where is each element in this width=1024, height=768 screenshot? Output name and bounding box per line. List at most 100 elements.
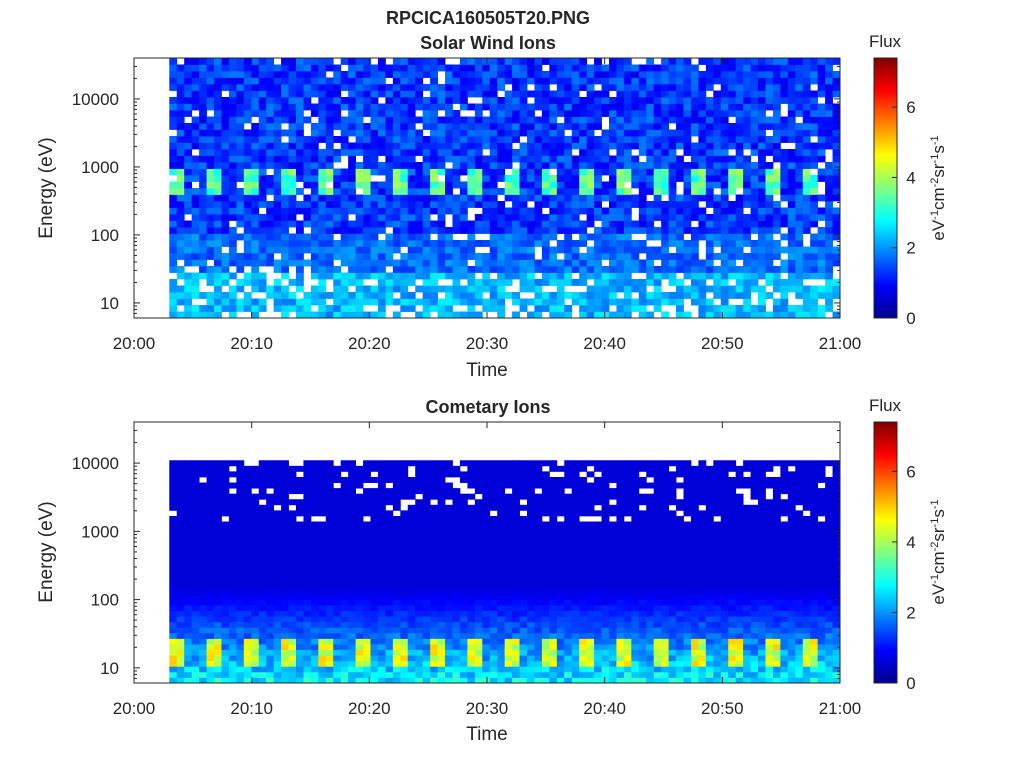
heatmap-cell	[728, 97, 737, 104]
heatmap-cell	[705, 259, 714, 267]
heatmap-cell	[683, 149, 692, 156]
heatmap-cell	[363, 527, 371, 534]
heatmap-cell	[206, 560, 215, 567]
heatmap-cell	[355, 549, 364, 556]
heatmap-cell	[228, 660, 237, 667]
heatmap-cell	[474, 103, 483, 111]
heatmap-cell	[199, 240, 207, 247]
heatmap-cell	[638, 246, 647, 254]
heatmap-cell	[363, 272, 371, 280]
heatmap-cell	[825, 285, 833, 293]
heatmap-cell	[206, 677, 215, 684]
heatmap-cell	[363, 488, 371, 495]
heatmap-cell	[571, 246, 580, 254]
heatmap-cell	[422, 136, 431, 143]
heatmap-cell	[422, 194, 431, 202]
heatmap-cell	[176, 610, 185, 617]
heatmap-cell	[787, 103, 796, 111]
heatmap-cell	[690, 90, 699, 98]
heatmap-cell	[295, 571, 304, 578]
heatmap-cell	[594, 142, 602, 150]
heatmap-cell	[273, 476, 282, 483]
heatmap-cell	[258, 240, 267, 247]
heatmap-cell	[333, 90, 342, 98]
heatmap-cell	[310, 616, 319, 623]
heatmap-cell	[392, 616, 401, 623]
heatmap-cell	[810, 285, 819, 293]
heatmap-cell	[370, 181, 379, 189]
heatmap-cell	[206, 549, 215, 556]
heatmap-cell	[750, 188, 759, 195]
heatmap-cell	[586, 155, 595, 163]
heatmap-cell	[333, 298, 342, 306]
heatmap-cell	[377, 644, 386, 650]
heatmap-cell	[683, 123, 692, 130]
heatmap-cell	[579, 162, 588, 169]
heatmap-cell	[787, 162, 796, 169]
heatmap-cell	[527, 71, 535, 78]
heatmap-cell	[720, 71, 729, 78]
heatmap-cell	[616, 233, 625, 241]
heatmap-cell	[273, 246, 282, 254]
heatmap-cell	[474, 488, 483, 495]
heatmap-cell	[564, 207, 573, 215]
heatmap-cell	[243, 220, 252, 228]
heatmap-cell	[310, 554, 319, 561]
heatmap-cell	[228, 504, 237, 511]
heatmap-cell	[415, 207, 424, 215]
heatmap-cell	[355, 677, 364, 684]
heatmap-cell	[445, 259, 453, 267]
heatmap-cell	[370, 188, 379, 195]
heatmap-cell	[303, 162, 312, 169]
heatmap-cell	[489, 207, 498, 215]
heatmap-cell	[482, 71, 491, 78]
heatmap-cell	[795, 71, 804, 78]
heatmap-cell	[422, 116, 431, 124]
heatmap-cell	[400, 527, 409, 534]
heatmap-cell	[497, 253, 506, 260]
heatmap-cell	[325, 493, 334, 500]
heatmap-cell	[750, 201, 759, 208]
heatmap-cell	[295, 582, 304, 589]
heatmap-cell	[258, 621, 267, 628]
heatmap-cell	[363, 627, 371, 634]
heatmap-cell	[243, 129, 252, 137]
heatmap-cell	[735, 279, 744, 286]
heatmap-cell	[690, 77, 699, 85]
heatmap-cell	[415, 64, 424, 72]
heatmap-cell	[377, 259, 386, 267]
heatmap-cell	[452, 488, 461, 495]
heatmap-cell	[184, 644, 193, 650]
heatmap-cell	[191, 610, 200, 617]
heatmap-cell	[810, 71, 819, 78]
heatmap-cell	[310, 532, 319, 539]
heatmap-cell	[482, 142, 491, 150]
heatmap-cell	[169, 627, 178, 634]
heatmap-cell	[787, 64, 796, 72]
heatmap-cell	[243, 582, 252, 589]
heatmap-cell	[407, 298, 416, 306]
heatmap-cell	[646, 279, 655, 286]
heatmap-cell	[646, 207, 655, 215]
heatmap-cell	[236, 77, 245, 85]
heatmap-cell	[176, 649, 185, 656]
heatmap-cell	[176, 233, 185, 241]
heatmap-cell	[377, 103, 386, 111]
heatmap-cell	[169, 644, 178, 650]
heatmap-cell	[318, 149, 327, 156]
heatmap-cell	[199, 149, 207, 156]
heatmap-cell	[780, 71, 789, 78]
heatmap-cell	[720, 142, 729, 150]
heatmap-cell	[579, 207, 588, 215]
heatmap-cell	[817, 71, 826, 78]
heatmap-cell	[430, 77, 438, 85]
heatmap-cell	[676, 292, 684, 299]
heatmap-cell	[720, 77, 729, 85]
heatmap-cell	[377, 599, 386, 606]
heatmap-cell	[325, 84, 334, 91]
heatmap-cell	[623, 77, 632, 85]
heatmap-cell	[735, 77, 744, 85]
heatmap-cell	[318, 649, 327, 656]
heatmap-cell	[638, 77, 647, 85]
heatmap-cell	[452, 227, 461, 234]
